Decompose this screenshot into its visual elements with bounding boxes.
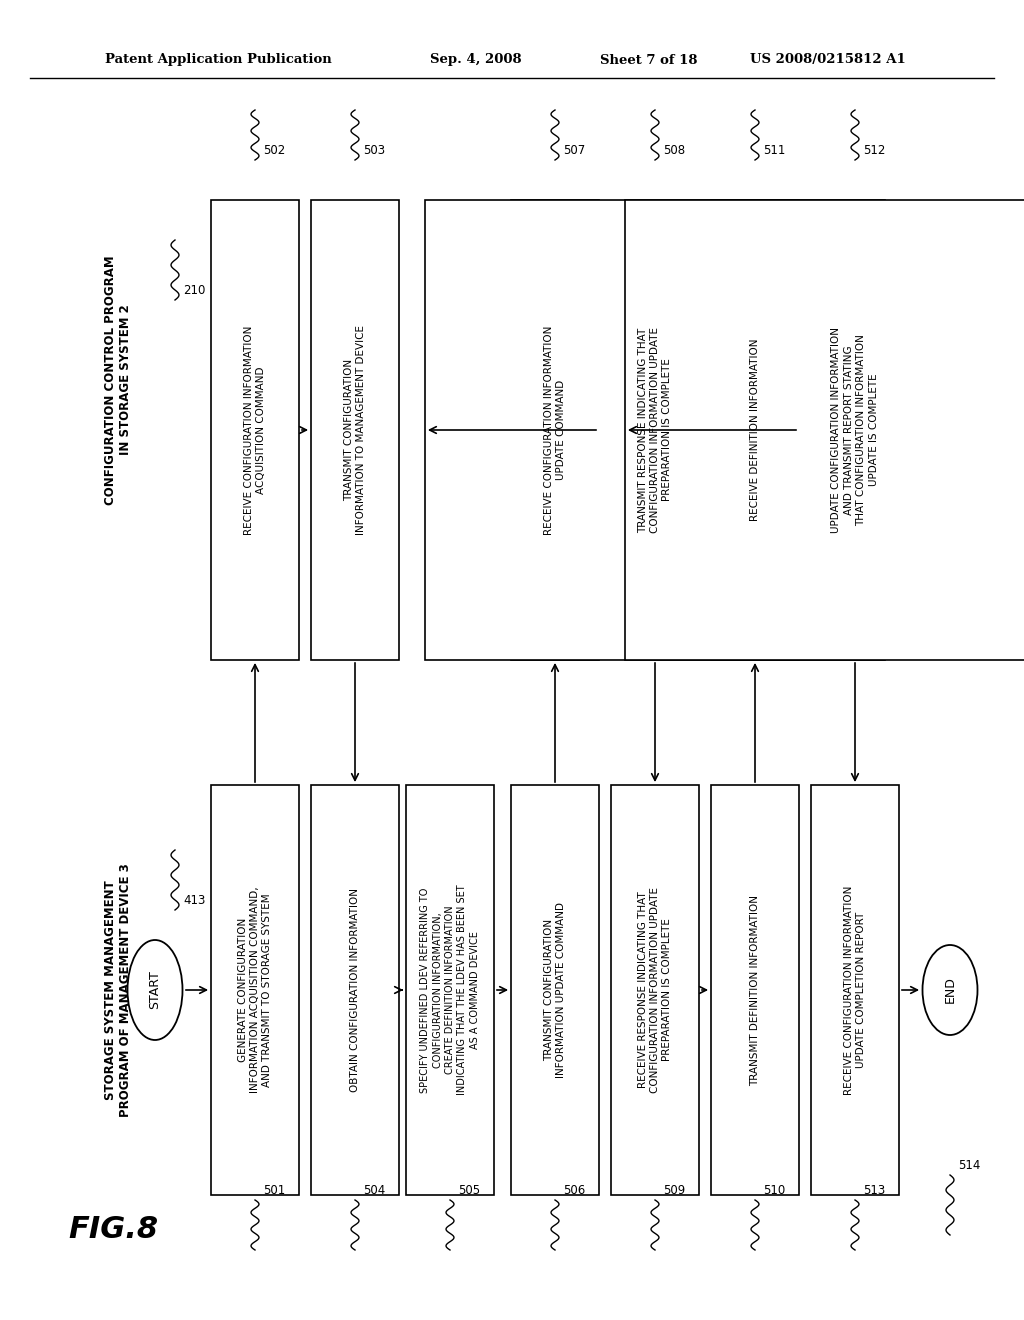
Text: 505: 505 [458, 1184, 480, 1197]
Text: 210: 210 [183, 284, 206, 297]
Text: 506: 506 [563, 1184, 586, 1197]
Bar [425, 201, 885, 660]
Text: Sheet 7 of 18: Sheet 7 of 18 [600, 54, 697, 66]
Bar [311, 785, 399, 1195]
Text: 514: 514 [958, 1159, 980, 1172]
Text: RECEIVE DEFINITION INFORMATION: RECEIVE DEFINITION INFORMATION [750, 339, 760, 521]
Text: RECEIVE CONFIGURATION INFORMATION
UPDATE COMPLETION REPORT: RECEIVE CONFIGURATION INFORMATION UPDATE… [844, 886, 866, 1094]
Bar [406, 785, 494, 1195]
Bar [211, 201, 299, 660]
Text: 502: 502 [263, 144, 286, 157]
Bar [511, 201, 599, 660]
Bar [511, 785, 599, 1195]
Text: RECEIVE CONFIGURATION INFORMATION
ACQUISITION COMMAND: RECEIVE CONFIGURATION INFORMATION ACQUIS… [244, 325, 266, 535]
Text: Patent Application Publication: Patent Application Publication [105, 54, 332, 66]
Text: 507: 507 [563, 144, 586, 157]
Text: 509: 509 [663, 1184, 685, 1197]
Text: START: START [148, 970, 162, 1010]
Text: TRANSMIT RESPONSE INDICATING THAT
CONFIGURATION INFORMATION UPDATE
PREPARATION I: TRANSMIT RESPONSE INDICATING THAT CONFIG… [638, 327, 673, 533]
Text: END: END [943, 977, 956, 1003]
Text: RECEIVE CONFIGURATION INFORMATION
UPDATE COMMAND: RECEIVE CONFIGURATION INFORMATION UPDATE… [544, 325, 566, 535]
Text: TRANSMIT DEFINITION INFORMATION: TRANSMIT DEFINITION INFORMATION [750, 895, 760, 1085]
Text: CONFIGURATION CONTROL PROGRAM
IN STORAGE SYSTEM 2: CONFIGURATION CONTROL PROGRAM IN STORAGE… [104, 255, 132, 504]
Text: 413: 413 [183, 894, 206, 907]
Text: Sep. 4, 2008: Sep. 4, 2008 [430, 54, 521, 66]
Text: UPDATE CONFIGURATION INFORMATION
AND TRANSMIT REPORT STATING
THAT CONFIGURATION : UPDATE CONFIGURATION INFORMATION AND TRA… [831, 327, 879, 533]
Text: US 2008/0215812 A1: US 2008/0215812 A1 [750, 54, 906, 66]
Text: GENERATE CONFIGURATION
INFORMATION ACQUISITION COMMAND,
AND TRANSMIT TO STORAGE : GENERATE CONFIGURATION INFORMATION ACQUI… [238, 887, 272, 1093]
Bar [611, 785, 699, 1195]
Text: 501: 501 [263, 1184, 286, 1197]
Bar [311, 201, 399, 660]
Bar [711, 785, 799, 1195]
Text: 503: 503 [362, 144, 385, 157]
Text: 508: 508 [663, 144, 685, 157]
Ellipse shape [923, 945, 978, 1035]
Bar [625, 201, 1024, 660]
Text: STORAGE SYSTEM MANAGEMENT
PROGRAM OF MANAGEMENT DEVICE 3: STORAGE SYSTEM MANAGEMENT PROGRAM OF MAN… [104, 863, 132, 1117]
Text: SPECIFY UNDEFINED LDEV REFERRING TO
CONFIGURATION INFORMATION,
CREATE DEFINITION: SPECIFY UNDEFINED LDEV REFERRING TO CONF… [420, 884, 480, 1096]
Text: TRANSMIT CONFIGURATION
INFORMATION TO MANAGEMENT DEVICE: TRANSMIT CONFIGURATION INFORMATION TO MA… [344, 325, 367, 535]
Bar [711, 201, 799, 660]
Text: TRANSMIT CONFIGURATION
INFORMATION UPDATE COMMAND: TRANSMIT CONFIGURATION INFORMATION UPDAT… [544, 902, 566, 1078]
Text: 513: 513 [863, 1184, 886, 1197]
Bar [211, 785, 299, 1195]
Text: 511: 511 [763, 144, 785, 157]
Text: 510: 510 [763, 1184, 785, 1197]
Bar [811, 785, 899, 1195]
Ellipse shape [128, 940, 182, 1040]
Text: 504: 504 [362, 1184, 385, 1197]
Text: FIG.8: FIG.8 [68, 1216, 158, 1245]
Text: RECEIVE RESPONSE INDICATING THAT
CONFIGURATION INFORMATION UPDATE
PREPARATION IS: RECEIVE RESPONSE INDICATING THAT CONFIGU… [638, 887, 673, 1093]
Text: OBTAIN CONFIGURATION INFORMATION: OBTAIN CONFIGURATION INFORMATION [350, 888, 360, 1092]
Text: 512: 512 [863, 144, 886, 157]
